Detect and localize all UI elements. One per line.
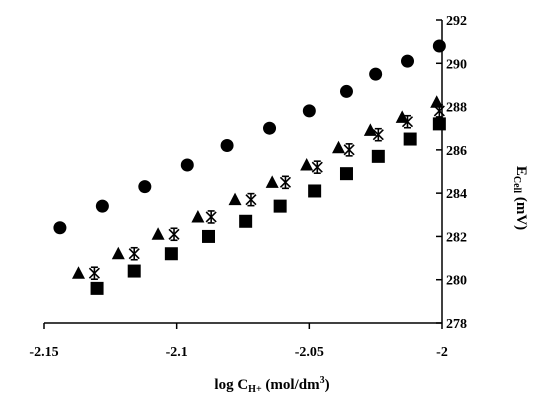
triangle-point (300, 158, 313, 171)
triangle-point (152, 227, 165, 240)
y-tick-label: 292 (446, 14, 467, 29)
asterisk-point (434, 105, 444, 117)
x-tick-label: -2.1 (166, 345, 188, 360)
x-axis-title-main: log C (214, 377, 248, 393)
asterisk-point (169, 228, 179, 240)
triangle-point (266, 175, 279, 188)
series-1-triangle (72, 95, 443, 278)
square-point (91, 282, 104, 295)
y-tick-label: 284 (446, 187, 467, 202)
chart-axes (44, 20, 442, 323)
asterisk-point (312, 161, 322, 173)
x-axis-title-close: ) (325, 377, 330, 393)
x-tick-label: -2.05 (295, 345, 324, 360)
circle-point (53, 221, 66, 234)
circle-point (303, 104, 316, 117)
triangle-point (229, 193, 242, 206)
y-axis-title-sub: Cell (511, 176, 522, 193)
circle-point (369, 68, 382, 81)
x-axis-title-unit: (mol/dm (262, 377, 320, 393)
x-tick-label: -2.15 (29, 345, 58, 360)
asterisk-point (246, 194, 256, 206)
square-point (202, 230, 215, 243)
triangle-point (72, 266, 85, 279)
circle-point (181, 159, 194, 172)
x-axis-title-sub: H+ (248, 384, 262, 395)
chart-points (53, 39, 445, 294)
circle-point (433, 39, 446, 52)
y-tick-label: 288 (446, 101, 467, 116)
circle-point (96, 200, 109, 213)
y-axis-title-main: E (513, 166, 529, 176)
square-point (274, 200, 287, 213)
asterisk-point (206, 211, 216, 223)
triangle-point (364, 123, 377, 136)
y-axis-title: ECell (mV) (511, 166, 529, 230)
circle-point (221, 139, 234, 152)
square-point (308, 184, 321, 197)
x-axis-title: log CH+ (mol/dm3) (214, 375, 329, 395)
circle-point (138, 180, 151, 193)
y-tick-label: 290 (446, 57, 467, 72)
y-tick-label: 278 (446, 317, 467, 332)
square-point (433, 117, 446, 130)
series-3-square (91, 117, 446, 294)
square-point (239, 215, 252, 228)
square-point (372, 150, 385, 163)
chart-ticks: -2.15 -2.1 -2.05 -2 278 280 282 284 286 288 290 292 (29, 14, 467, 360)
y-tick-label: 280 (446, 274, 467, 289)
y-tick-label: 282 (446, 230, 467, 245)
circle-point (401, 55, 414, 68)
y-axis-title-unit: (mV) (513, 193, 529, 230)
asterisk-point (129, 248, 139, 260)
square-point (340, 167, 353, 180)
triangle-point (332, 141, 345, 154)
circle-point (340, 85, 353, 98)
x-tick-label: -2 (436, 345, 448, 360)
triangle-point (430, 95, 443, 108)
triangle-point (191, 210, 204, 223)
square-point (404, 133, 417, 146)
square-point (128, 265, 141, 278)
asterisk-point (89, 267, 99, 279)
square-point (165, 247, 178, 260)
asterisk-point (280, 176, 290, 188)
asterisk-point (344, 144, 354, 156)
triangle-point (112, 247, 125, 260)
y-tick-label: 286 (446, 144, 467, 159)
circle-point (263, 122, 276, 135)
